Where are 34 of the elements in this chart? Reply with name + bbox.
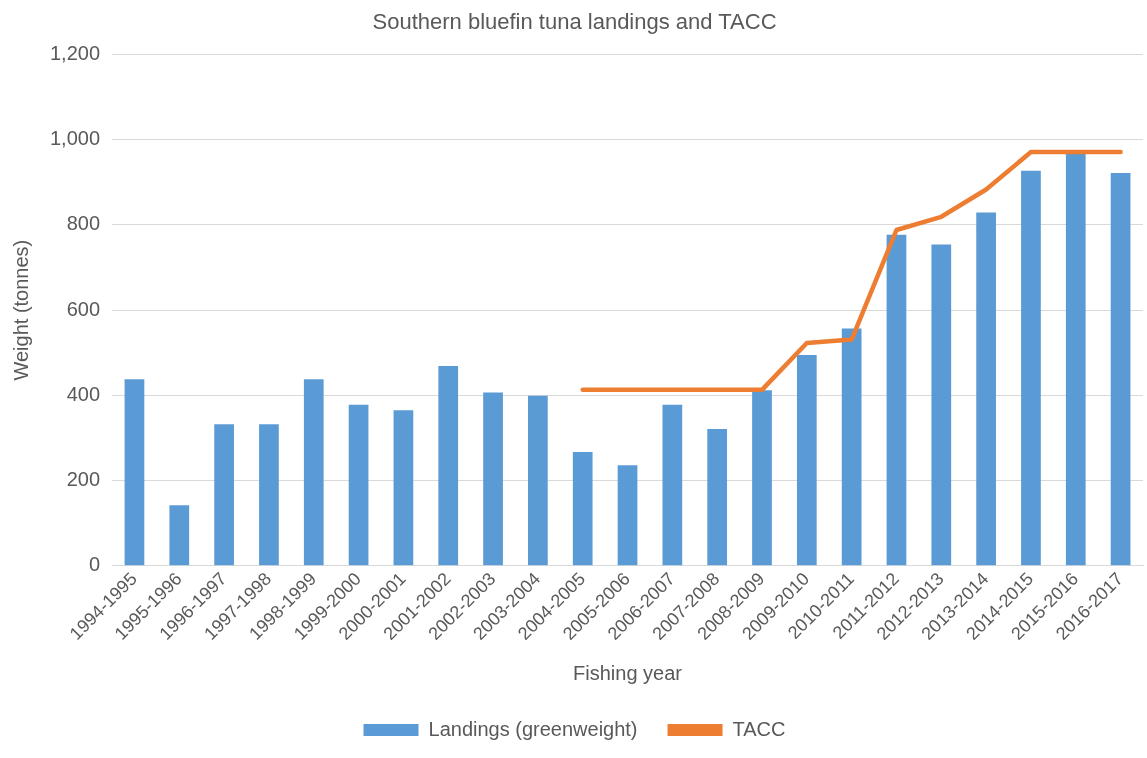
bar <box>572 452 593 566</box>
bar <box>303 379 324 566</box>
y-tick-label: 600 <box>66 297 101 320</box>
bar <box>886 234 907 566</box>
y-tick-label: 400 <box>66 382 101 405</box>
bar <box>1110 172 1131 566</box>
y-tick-label: 1,000 <box>49 127 101 150</box>
bar <box>348 404 369 566</box>
bar <box>124 379 145 566</box>
bar <box>662 404 683 566</box>
legend-label: TACC <box>732 717 786 740</box>
chart-title: Southern bluefin tuna landings and TACC <box>372 9 777 35</box>
y-axis-title: Weight (tonnes) <box>9 239 32 381</box>
legend-label: Landings (greenweight) <box>428 717 638 740</box>
x-axis-title: Fishing year <box>573 661 683 684</box>
y-tick-label: 800 <box>66 212 101 235</box>
bar <box>976 212 996 566</box>
bar <box>214 424 234 566</box>
bar <box>483 392 503 566</box>
bar <box>259 424 279 566</box>
bar <box>796 354 817 566</box>
bar <box>752 390 772 566</box>
bar <box>617 465 638 566</box>
y-tick-label: 200 <box>66 468 101 491</box>
bar <box>1021 170 1041 566</box>
y-tick-label: 0 <box>88 553 101 576</box>
y-tick-label: 1,200 <box>49 41 101 64</box>
bar <box>169 505 190 566</box>
bar <box>707 429 728 566</box>
bar <box>931 244 952 566</box>
bar <box>438 365 459 566</box>
bar <box>528 395 548 566</box>
bar <box>841 328 862 566</box>
bar <box>393 410 414 566</box>
